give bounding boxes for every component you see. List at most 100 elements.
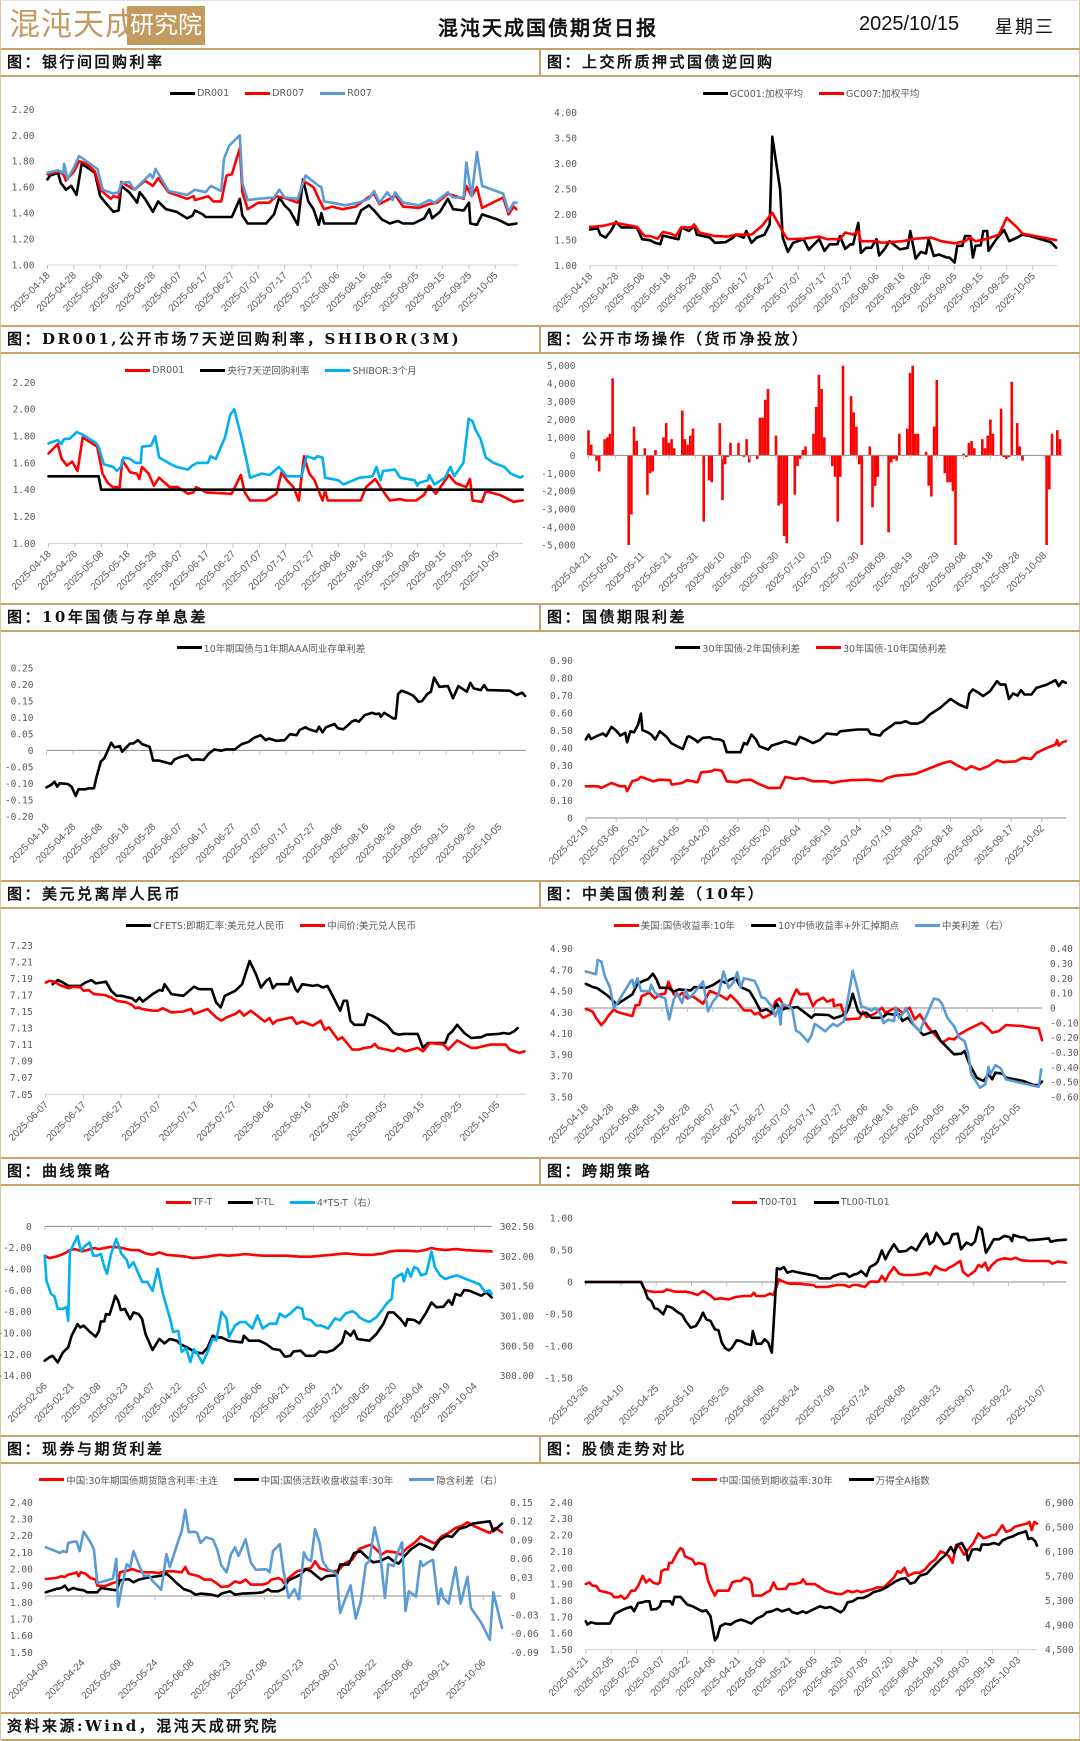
bar	[873, 455, 877, 487]
y-tick-label: 1.60	[13, 459, 36, 470]
y-tick-label: -1.00	[544, 1342, 573, 1353]
panel-stock-bond-comparison: 图：股债走势对比 中国:国债到期收益率:30年 万得全A指数 1.50 1.60 1.…	[541, 1434, 1080, 1712]
y-tick-label: 2.00	[10, 1564, 33, 1575]
bar	[999, 409, 1003, 456]
panel-usd-cnh: 图：美元兑离岸人民币 CFETS:即期汇率:美元兑人民币 中间价:美元兑人民币 7…	[1, 880, 541, 1157]
panel-interbank-repo-rates: 图：银行间回购利率 DR001 DR007 R007 1.00 1.20 1.40 1.6…	[1, 48, 541, 325]
panel-dr001-omo-shibor: 图：DR001,公开市场7天逆回购利率，SHIBOR(3M) DR001 央行7天…	[1, 325, 541, 602]
y-right-tick-label: 301.50	[500, 1282, 535, 1293]
bar	[721, 455, 724, 501]
legend-label: 10年期国债与1年期AAA同业存单利差	[203, 643, 366, 655]
y-tick-label: -4.00	[3, 1265, 32, 1276]
bar	[1048, 455, 1051, 490]
bar	[906, 428, 909, 456]
panel-title: 图：DR001,公开市场7天逆回购利率，SHIBOR(3M)	[1, 325, 541, 355]
legend-swatch	[200, 368, 226, 372]
bar	[662, 437, 665, 456]
legend-swatch	[228, 1200, 254, 1204]
y-tick-label: 0.90	[550, 656, 573, 667]
y-tick-label: 3,000	[547, 397, 576, 408]
bar	[836, 455, 839, 522]
chart-curve-strategy: TF-T T-TL 4*TS-T（右） -14.00 -12.00 -10.00 -8.0…	[0, 1186, 541, 1434]
report-row-2: 图：DR001,公开市场7天逆回购利率，SHIBOR(3M) DR001 央行7天…	[1, 325, 1080, 602]
chart-legend: 30年国债-2年国债利差 30年国债-10年国债利差	[541, 641, 1080, 655]
legend-swatch	[819, 91, 844, 95]
y-tick-label: 1.90	[10, 1581, 33, 1592]
bar	[989, 419, 992, 456]
legend-item: T00-T01	[732, 1197, 798, 1208]
series-line-10y	[584, 972, 1044, 1087]
bar	[710, 455, 713, 483]
bar	[962, 453, 965, 456]
bar	[648, 455, 652, 474]
bar	[606, 437, 609, 456]
legend-swatch	[613, 923, 639, 927]
y-tick-label: 5,000	[547, 362, 576, 373]
bar	[812, 434, 815, 456]
bar	[589, 444, 593, 456]
bar	[839, 455, 842, 478]
y-tick-label: 7.09	[10, 1057, 33, 1068]
y-tick-label: 0	[26, 1222, 32, 1233]
y-tick-label: 1.50	[554, 236, 577, 247]
series-line-gc007	[588, 211, 1058, 245]
bar	[831, 455, 834, 467]
bar	[833, 455, 837, 478]
y-tick-label: 0.80	[550, 673, 573, 684]
y-right-tick-label: -0.60	[1050, 1093, 1079, 1104]
panel-open-market-operations: 图：公开市场操作（货币净投放） -5,000 -4,000 -3,000 -2,000…	[541, 325, 1080, 602]
legend-item: T-TL	[228, 1197, 274, 1208]
chart-plot: 1.50 1.60 1.70 1.80 1.90 2.00 2.10 2.20 2.30 2.40…	[7, 1497, 539, 1701]
y-tick-label: 4.70	[550, 965, 573, 976]
y-right-tick-label: 302.50	[500, 1222, 535, 1233]
y-right-tick-label: 302.00	[500, 1252, 535, 1263]
chart-legend: DR001 DR007 R007	[1, 86, 541, 100]
bar	[627, 455, 630, 546]
y-tick-label: 3.00	[554, 159, 577, 170]
legend-swatch	[813, 1200, 839, 1204]
bar	[766, 389, 770, 456]
legend-swatch	[732, 1200, 758, 1204]
report-header: 混沌天成 研究院 混沌天成国债期货日报 2025/10/15 星期三	[1, 1, 1080, 48]
y-tick-label: 1.80	[550, 1596, 573, 1607]
legend-swatch	[176, 646, 202, 650]
bar	[764, 400, 767, 456]
y-tick-label: 1.60	[12, 183, 35, 194]
bar	[646, 455, 649, 496]
legend-swatch	[848, 1478, 874, 1482]
bar	[664, 423, 668, 456]
bar	[954, 455, 957, 546]
bar	[595, 455, 598, 462]
report-row-3: 图：10年国债与存单息差 10年期国债与1年期AAA同业存单利差 -0.20 -0…	[1, 602, 1080, 880]
legend-label: 中国:国债到期收益率:30年	[719, 1475, 833, 1487]
bar	[855, 427, 858, 456]
y-tick-label: 4,000	[547, 379, 576, 390]
y-right-tick-label: 0	[1050, 1004, 1056, 1015]
legend-label: DR007	[272, 87, 305, 99]
panel-title: 图：现券与期货利差	[1, 1434, 541, 1464]
y-tick-label: 4.50	[550, 987, 573, 998]
bar	[1021, 455, 1024, 462]
y-tick-label: 2.00	[12, 131, 35, 142]
bar	[841, 366, 845, 456]
y-right-tick-label: 0.06	[510, 1554, 533, 1565]
y-tick-label: 0.20	[11, 680, 34, 691]
report-row-5: 图：曲线策略 TF-T T-TL 4*TS-T（右） -14.00 -12.00 -10…	[0, 1157, 1080, 1434]
y-tick-label: 0.50	[550, 1246, 573, 1257]
bar	[780, 455, 783, 505]
panel-sse-treasury-reverse-repo: 图：上交所质押式国债逆回购 GC001:加权平均 GC007:加权平均 1.00 1…	[541, 48, 1080, 325]
legend-swatch	[39, 1478, 65, 1482]
bar	[729, 443, 732, 456]
y-tick-label: 7.05	[10, 1090, 33, 1101]
bar	[823, 437, 826, 456]
legend-item: 中美利差（右）	[914, 918, 1008, 932]
chart-interbank-repo-rates: DR001 DR007 R007 1.00 1.20 1.40 1.60 1.80 2.00 2…	[1, 77, 541, 325]
y-tick-label: 1.60	[550, 1628, 573, 1639]
y-tick-label: -0.20	[5, 811, 34, 822]
legend-swatch	[125, 368, 151, 372]
bar	[672, 448, 676, 456]
legend-label: TF-T	[192, 1196, 213, 1208]
y-tick-label: 0.10	[11, 713, 34, 724]
legend-item: CFETS:即期汇率:美元兑人民币	[125, 918, 284, 932]
report-row-6: 图：现券与期货利差 中国:30年期国债期货隐含利率:主连 中国:国债活跃收盘收益率…	[1, 1434, 1080, 1712]
